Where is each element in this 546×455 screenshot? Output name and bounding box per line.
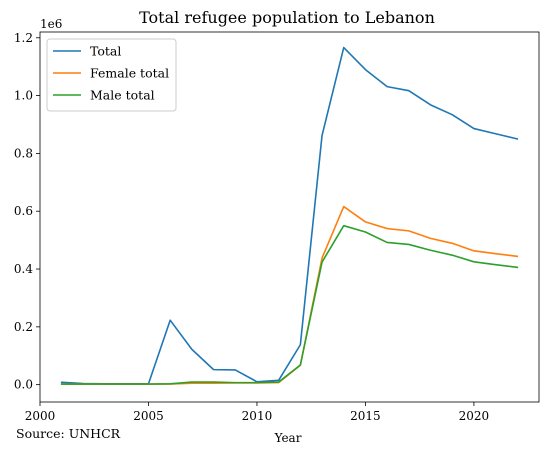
y-tick-label: 0.4 — [14, 262, 33, 276]
legend-label-2: Female total — [90, 66, 169, 81]
x-tick-label: 2000 — [25, 409, 56, 423]
chart-title: Total refugee population to Lebanon — [139, 8, 435, 27]
legend-label-3: Male total — [90, 88, 155, 103]
x-tick-label: 2005 — [133, 409, 164, 423]
x-tick-label: 2015 — [350, 409, 381, 423]
y-tick-label: 0.2 — [14, 320, 33, 334]
plot-area: 2000 2005 2010 2015 2020 0.0 0.2 0.4 0.6 0.8 1.0 1.… — [14, 31, 540, 423]
y-tick-label: 1.2 — [14, 31, 33, 45]
y-tick-label: 0.8 — [14, 146, 33, 160]
y-offset-label: 1e6 — [40, 17, 62, 31]
y-tick-label: 0.6 — [14, 204, 33, 218]
series-line-3 — [60, 224, 519, 385]
legend-box — [46, 38, 177, 112]
y-tick-label: 0.0 — [14, 378, 33, 392]
legend-label-1: Total — [90, 44, 121, 59]
x-tick-label: 2010 — [242, 409, 273, 423]
x-tick-label: 2020 — [459, 409, 490, 423]
y-tick-label: 1.0 — [14, 89, 33, 103]
x-axis-label: Year — [274, 431, 302, 445]
plot-frame — [39, 31, 540, 403]
source-note: Source: UNHCR — [16, 426, 121, 441]
